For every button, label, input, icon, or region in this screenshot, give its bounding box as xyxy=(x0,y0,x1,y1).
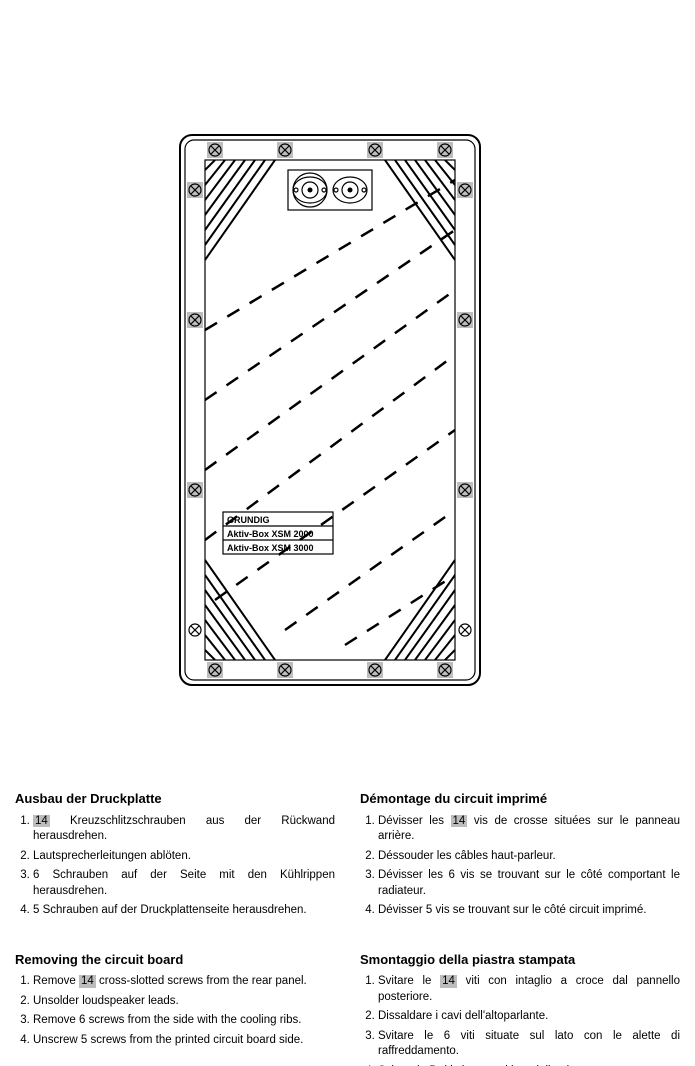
screw-count-highlight: 14 xyxy=(440,975,457,988)
instruction-item: 14 Kreuzschlitzschrauben aus der Rückwan… xyxy=(33,814,335,845)
instruction-list: 14 Kreuzschlitzschrauben aus der Rückwan… xyxy=(15,814,335,919)
instruction-item: 5 Schrauben auf der Druckplattenseite he… xyxy=(33,903,335,919)
screw-icon xyxy=(189,624,201,636)
screw-count-highlight: 14 xyxy=(451,815,468,828)
instruction-section: Démontage du circuit imprimé Dévisser les… xyxy=(360,790,680,923)
rear-panel-diagram: GRUNDIG Aktiv-Box XSM 2000 Aktiv-Box XSM… xyxy=(175,130,485,690)
screw-icon xyxy=(437,662,453,678)
instruction-columns: Ausbau der Druckplatte 14 Kreuzschlitzsch… xyxy=(15,790,680,1066)
screw-icon xyxy=(207,662,223,678)
model1-text: Aktiv-Box XSM 2000 xyxy=(227,529,314,539)
section-title: Smontaggio della piastra stampata xyxy=(360,951,680,969)
instruction-item: Dévisser les 14 vis de crosse situées su… xyxy=(378,814,680,845)
instruction-list: Svitare le 14 viti con intaglio a croce … xyxy=(360,974,680,1066)
connector-plate xyxy=(288,170,372,210)
instruction-section: Ausbau der Druckplatte 14 Kreuzschlitzsch… xyxy=(15,790,335,923)
screw-icon xyxy=(367,142,383,158)
screw-count-highlight: 14 xyxy=(33,815,50,828)
instruction-list: Dévisser les 14 vis de crosse situées su… xyxy=(360,814,680,919)
screw-icon xyxy=(457,182,473,198)
instruction-item: Remove 14 cross-slotted screws from the … xyxy=(33,974,335,990)
brand-text: GRUNDIG xyxy=(227,515,270,525)
section-title: Ausbau der Druckplatte xyxy=(15,790,335,808)
section-title: Removing the circuit board xyxy=(15,951,335,969)
screw-icon xyxy=(187,312,203,328)
speaker-connector-left xyxy=(293,173,327,207)
instruction-section: Smontaggio della piastra stampata Svitare… xyxy=(360,951,680,1066)
instruction-item: Svitare le 14 viti con intaglio a croce … xyxy=(378,974,680,1005)
screw-icon xyxy=(187,182,203,198)
model2-text: Aktiv-Box XSM 3000 xyxy=(227,543,314,553)
instruction-item: Dévisser 5 vis se trouvant sur le côté c… xyxy=(378,903,680,919)
instruction-item: Unscrew 5 screws from the printed circui… xyxy=(33,1033,335,1049)
screw-icon xyxy=(277,142,293,158)
screw-icon xyxy=(187,482,203,498)
instruction-item: Déssouder les câbles haut-parleur. xyxy=(378,849,680,865)
screw-icon xyxy=(207,142,223,158)
screw-count-highlight: 14 xyxy=(79,975,96,988)
service-manual-page: GRUNDIG Aktiv-Box XSM 2000 Aktiv-Box XSM… xyxy=(0,0,695,1066)
instruction-section: Removing the circuit board Remove 14 cros… xyxy=(15,951,335,1066)
screw-icon xyxy=(459,624,471,636)
screw-icon xyxy=(437,142,453,158)
instruction-item: Lautsprecherleitungen ablöten. xyxy=(33,849,335,865)
screw-icon xyxy=(277,662,293,678)
screw-icon xyxy=(457,312,473,328)
instruction-item: 6 Schrauben auf der Seite mit den Kühlri… xyxy=(33,868,335,899)
instruction-item: Dévisser les 6 vis se trouvant sur le cô… xyxy=(378,868,680,899)
instruction-list: Remove 14 cross-slotted screws from the … xyxy=(15,974,335,1048)
screw-icon xyxy=(367,662,383,678)
instruction-item: Dissaldare i cavi dell'altoparlante. xyxy=(378,1009,680,1025)
product-label: GRUNDIG Aktiv-Box XSM 2000 Aktiv-Box XSM… xyxy=(223,512,333,554)
instruction-item: Remove 6 screws from the side with the c… xyxy=(33,1013,335,1029)
screw-icon xyxy=(457,482,473,498)
instruction-item: Svitare le 6 viti situate sul lato con l… xyxy=(378,1029,680,1060)
instruction-item: Unsolder loudspeaker leads. xyxy=(33,994,335,1010)
speaker-connector-right xyxy=(333,177,367,203)
section-title: Démontage du circuit imprimé xyxy=(360,790,680,808)
